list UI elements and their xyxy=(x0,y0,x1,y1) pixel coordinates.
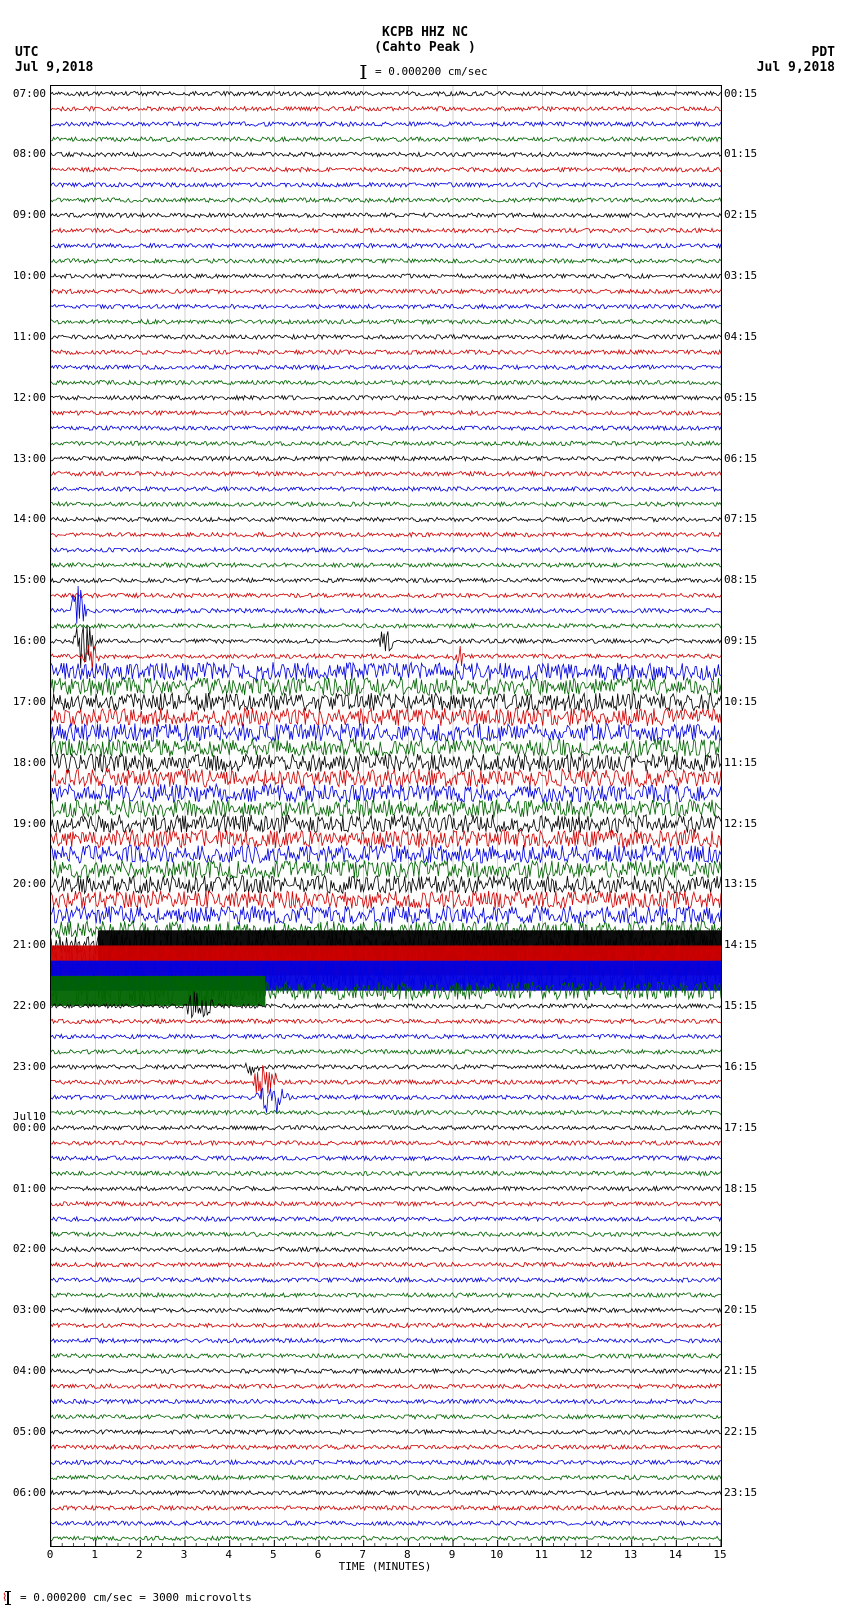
footer-text: = 0.000200 cm/sec = 3000 microvolts xyxy=(20,1591,252,1604)
pdt-time-label: 20:15 xyxy=(724,1303,757,1316)
utc-time-label: 17:00 xyxy=(1,695,46,708)
utc-time-label: 02:00 xyxy=(1,1242,46,1255)
pdt-time-label: 01:15 xyxy=(724,147,757,160)
utc-time-label: 18:00 xyxy=(1,756,46,769)
utc-time-label: 15:00 xyxy=(1,573,46,586)
pdt-time-label: 05:15 xyxy=(724,391,757,404)
pdt-time-label: 23:15 xyxy=(724,1486,757,1499)
pdt-time-label: 04:15 xyxy=(724,330,757,343)
pdt-time-label: 13:15 xyxy=(724,877,757,890)
station-id: KCPB HHZ NC xyxy=(0,25,850,40)
utc-time-label: 14:00 xyxy=(1,512,46,525)
utc-time-label: 05:00 xyxy=(1,1425,46,1438)
scale-value: = 0.000200 cm/sec xyxy=(375,65,488,78)
x-axis-label: TIME (MINUTES) xyxy=(50,1560,720,1573)
chart-header: KCPB HHZ NC (Cahto Peak ) xyxy=(0,25,850,55)
pdt-time-label: 02:15 xyxy=(724,208,757,221)
pdt-time-label: 16:15 xyxy=(724,1060,757,1073)
utc-time-label: 20:00 xyxy=(1,877,46,890)
utc-time-label: 10:00 xyxy=(1,269,46,282)
utc-time-label: 13:00 xyxy=(1,452,46,465)
utc-time-label: 01:00 xyxy=(1,1182,46,1195)
utc-time-label: 09:00 xyxy=(1,208,46,221)
utc-time-label: 19:00 xyxy=(1,817,46,830)
pdt-time-label: 14:15 xyxy=(724,938,757,951)
scale-bar-icon xyxy=(362,65,364,79)
station-location: (Cahto Peak ) xyxy=(0,40,850,55)
utc-time-label: 16:00 xyxy=(1,634,46,647)
utc-time-label: 08:00 xyxy=(1,147,46,160)
pdt-time-label: 03:15 xyxy=(724,269,757,282)
pdt-time-label: 21:15 xyxy=(724,1364,757,1377)
pdt-time-label: 19:15 xyxy=(724,1242,757,1255)
seismogram-plot xyxy=(50,85,722,1547)
pdt-time-label: 08:15 xyxy=(724,573,757,586)
pdt-time-label: 11:15 xyxy=(724,756,757,769)
pdt-time-label: 06:15 xyxy=(724,452,757,465)
utc-time-label: 03:00 xyxy=(1,1303,46,1316)
utc-time-label: 06:00 xyxy=(1,1486,46,1499)
date-right-label: Jul 9,2018 xyxy=(757,60,835,75)
utc-time-label: 12:00 xyxy=(1,391,46,404)
pdt-time-label: 09:15 xyxy=(724,634,757,647)
timezone-left-label: UTC xyxy=(15,45,38,60)
pdt-time-label: 15:15 xyxy=(724,999,757,1012)
utc-time-label: 22:00 xyxy=(1,999,46,1012)
pdt-time-label: 18:15 xyxy=(724,1182,757,1195)
scale-bar-icon xyxy=(7,1591,9,1605)
pdt-time-label: 10:15 xyxy=(724,695,757,708)
utc-time-label: 04:00 xyxy=(1,1364,46,1377)
pdt-time-label: 07:15 xyxy=(724,512,757,525)
utc-time-label: 07:00 xyxy=(1,87,46,100)
timezone-right-label: PDT xyxy=(812,45,835,60)
pdt-time-label: 22:15 xyxy=(724,1425,757,1438)
pdt-time-label: 00:15 xyxy=(724,87,757,100)
date-left-label: Jul 9,2018 xyxy=(15,60,93,75)
utc-time-label: 23:00 xyxy=(1,1060,46,1073)
pdt-time-label: 12:15 xyxy=(724,817,757,830)
utc-time-label: 21:00 xyxy=(1,938,46,951)
utc-time-label: 11:00 xyxy=(1,330,46,343)
utc-time-label: 00:00 xyxy=(1,1121,46,1134)
pdt-time-label: 17:15 xyxy=(724,1121,757,1134)
scale-indicator: = 0.000200 cm/sec xyxy=(362,65,487,79)
footer-scale: ⌇ = 0.000200 cm/sec = 3000 microvolts xyxy=(2,1591,252,1605)
